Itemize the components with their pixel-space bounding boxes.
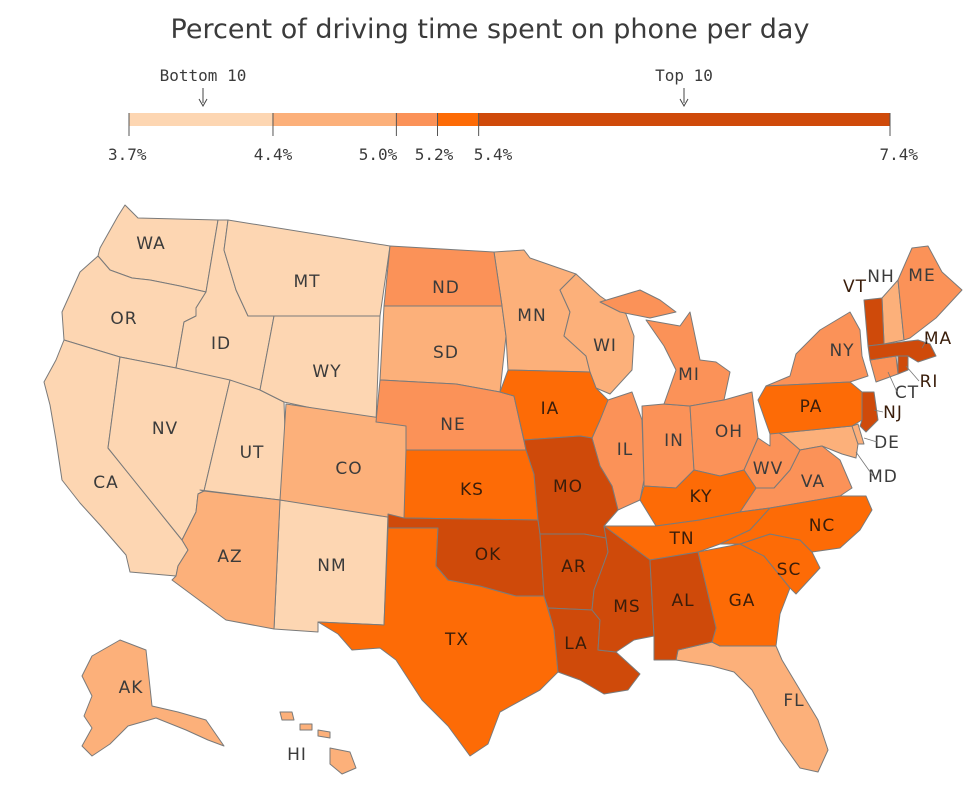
state-label-ny: NY — [829, 341, 854, 361]
state-mi — [599, 289, 731, 407]
state-label-wi: WI — [593, 336, 617, 356]
state-label-nm: NM — [317, 556, 346, 576]
label-leader-line — [887, 371, 898, 393]
state-label-ga: GA — [729, 591, 756, 611]
state-label-nv: NV — [152, 419, 178, 439]
state-label-or: OR — [110, 309, 137, 329]
state-label-de: DE — [874, 433, 900, 453]
state-label-tx: TX — [444, 630, 469, 650]
legend-tick-label: 7.4% — [879, 145, 918, 164]
state-fl — [675, 641, 829, 773]
state-wv — [743, 427, 801, 489]
state-label-mt: MT — [293, 272, 320, 292]
state-label-sd: SD — [433, 343, 459, 363]
state-label-nc: NC — [809, 516, 836, 536]
state-label-md: MD — [868, 467, 898, 487]
state-ak — [81, 639, 225, 757]
state-label-me: ME — [908, 266, 935, 286]
state-labels: WA OR CA ID NV UT MT WY NM AZ CO SD MN WI NH MD DE FL AK HI… — [93, 234, 952, 765]
legend-bin-3 — [396, 113, 438, 126]
state-label-wa: WA — [136, 234, 166, 254]
legend-bin-1 — [129, 113, 273, 126]
legend-bottom-10-label: Bottom 10 — [160, 66, 247, 85]
states — [43, 204, 963, 775]
legend-top-10-arrowhead — [679, 98, 689, 108]
state-al — [649, 551, 717, 661]
label-leader-line — [905, 365, 920, 382]
legend-bin-2 — [272, 113, 397, 126]
state-label-az: AZ — [217, 547, 242, 567]
state-label-ky: KY — [690, 487, 713, 507]
state-label-ma: MA — [924, 329, 952, 349]
state-label-wv: WV — [753, 459, 783, 479]
state-label-mi: MI — [678, 365, 700, 385]
state-ok — [387, 513, 545, 597]
state-hi — [279, 711, 357, 775]
legend-tick-label: 4.4% — [254, 145, 293, 164]
state-vt — [863, 297, 885, 347]
legend-tick-label: 5.4% — [474, 145, 513, 164]
state-label-pa: PA — [800, 397, 823, 417]
state-label-vt: VT — [843, 277, 867, 297]
state-label-ia: IA — [541, 399, 560, 419]
state-ia — [499, 369, 609, 441]
state-label-oh: OH — [715, 422, 743, 442]
state-me — [897, 245, 963, 341]
legend-tick-label: 3.7% — [108, 145, 147, 164]
map-title: Percent of driving time spent on phone p… — [170, 14, 810, 45]
state-label-sc: SC — [777, 560, 802, 580]
label-leader-line — [921, 337, 929, 349]
state-nc — [719, 495, 873, 553]
state-label-il: IL — [617, 440, 634, 460]
state-label-la: LA — [564, 634, 588, 654]
state-label-ar: AR — [561, 557, 586, 577]
state-label-mo: MO — [553, 477, 583, 497]
label-leader-line — [863, 437, 878, 443]
legend: 3.7% 4.4% 5.0% 5.2% 5.4% 7.4% Bottom 10 Top 10 — [108, 66, 918, 164]
state-nj — [859, 391, 879, 433]
state-label-mn: MN — [517, 306, 546, 326]
state-label-fl: FL — [783, 691, 804, 711]
state-az — [171, 490, 281, 630]
state-label-co: CO — [335, 459, 362, 479]
legend-top-10-label: Top 10 — [655, 66, 713, 85]
state-label-wy: WY — [312, 362, 341, 382]
state-label-va: VA — [801, 472, 825, 492]
state-label-id: ID — [211, 334, 231, 354]
state-label-ms: MS — [613, 597, 640, 617]
state-ma — [867, 339, 937, 363]
state-nd — [383, 245, 503, 307]
state-label-nh: NH — [867, 267, 895, 287]
state-label-nd: ND — [432, 278, 460, 298]
state-label-ne: NE — [440, 415, 465, 435]
legend-tick-label: 5.2% — [415, 145, 454, 164]
legend-bin-4 — [437, 113, 479, 126]
state-label-ut: UT — [240, 443, 265, 463]
state-ri — [897, 355, 909, 375]
state-label-ak: AK — [119, 678, 144, 698]
state-mt — [223, 219, 391, 317]
state-label-ok: OK — [475, 545, 502, 565]
state-label-al: AL — [671, 591, 694, 611]
state-label-in: IN — [664, 431, 684, 451]
state-label-tn: TN — [668, 529, 694, 549]
state-label-hi: HI — [287, 745, 307, 765]
state-label-ca: CA — [93, 473, 119, 493]
legend-bottom-10-arrowhead — [198, 98, 208, 108]
label-leader-line — [873, 409, 884, 413]
label-leader-line — [855, 451, 874, 477]
state-label-ct: CT — [895, 383, 919, 403]
legend-tick-label: 5.0% — [359, 145, 398, 164]
state-ct — [869, 355, 899, 383]
state-label-nj: NJ — [883, 403, 903, 423]
state-de — [851, 423, 865, 445]
state-label-ri: RI — [920, 372, 939, 392]
legend-bin-5 — [478, 113, 890, 126]
state-ny — [765, 311, 869, 387]
state-label-ks: KS — [460, 480, 484, 500]
